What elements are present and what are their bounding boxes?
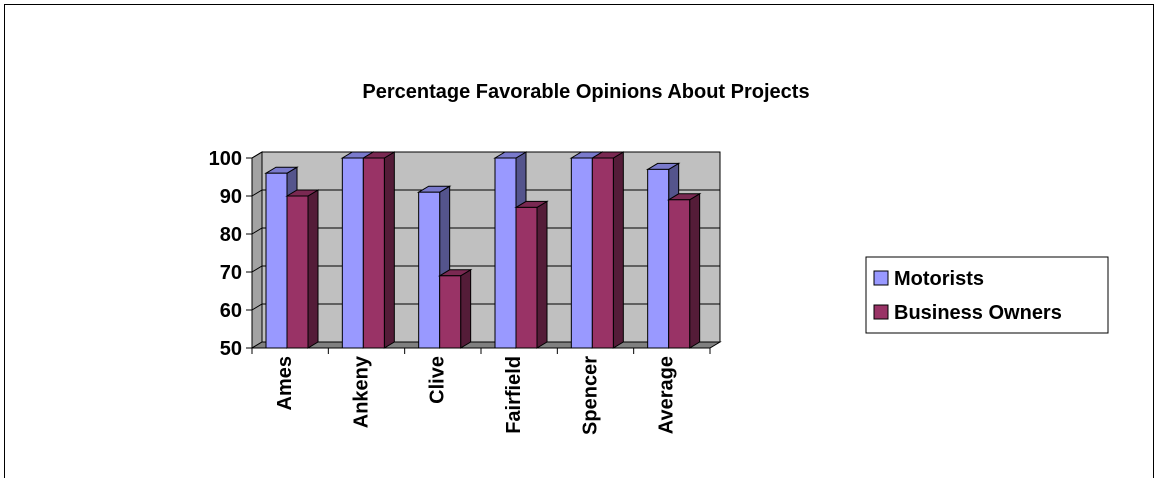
x-tick-label: Average: [656, 356, 678, 434]
legend-label: Business Owners: [894, 302, 1062, 324]
y-axis-ticks: 50 60 70 80 90 100: [209, 148, 253, 360]
gridline: [251, 189, 720, 197]
gridline: [251, 303, 720, 311]
legend-box: [865, 256, 1109, 334]
legend-swatch: [873, 270, 889, 286]
y-tick-label: 60: [220, 300, 242, 322]
y-tick-label: 70: [220, 262, 242, 284]
y-tick-label: 100: [209, 148, 242, 170]
gridline: [251, 227, 720, 235]
legend: Motorists Business Owners: [865, 256, 1109, 334]
y-tick-label: 80: [220, 224, 242, 246]
back-wall: [261, 151, 721, 343]
x-tick-label: Ankeny: [350, 355, 372, 428]
x-tick-label: Spencer: [579, 356, 601, 435]
bar-fairfield-business-owners: [514, 200, 549, 349]
x-tick-label: Fairfield: [503, 356, 525, 434]
gridline: [251, 265, 720, 273]
bar-ames-business-owners: [285, 189, 320, 349]
y-tick-label: 90: [220, 186, 242, 208]
y-tick-label: 50: [220, 338, 242, 360]
side-wall: [251, 151, 263, 349]
gridlines: [251, 151, 720, 311]
gridline: [251, 151, 720, 159]
legend-swatch: [873, 304, 889, 320]
chart-title: Percentage Favorable Opinions About Proj…: [362, 81, 809, 103]
x-axis-ticks: Ames Ankeny Clive Fairfield Spencer Average: [251, 347, 711, 435]
x-tick-label: Ames: [274, 356, 296, 410]
bars: [264, 151, 702, 349]
bar-average-business-owners: [666, 192, 702, 349]
legend-label: Motorists: [894, 268, 984, 290]
bar-clive-business-owners: [437, 268, 473, 349]
x-tick-label: Clive: [427, 356, 449, 404]
bar-spencer-business-owners: [590, 151, 626, 349]
bar-ankeny-business-owners: [361, 151, 397, 349]
